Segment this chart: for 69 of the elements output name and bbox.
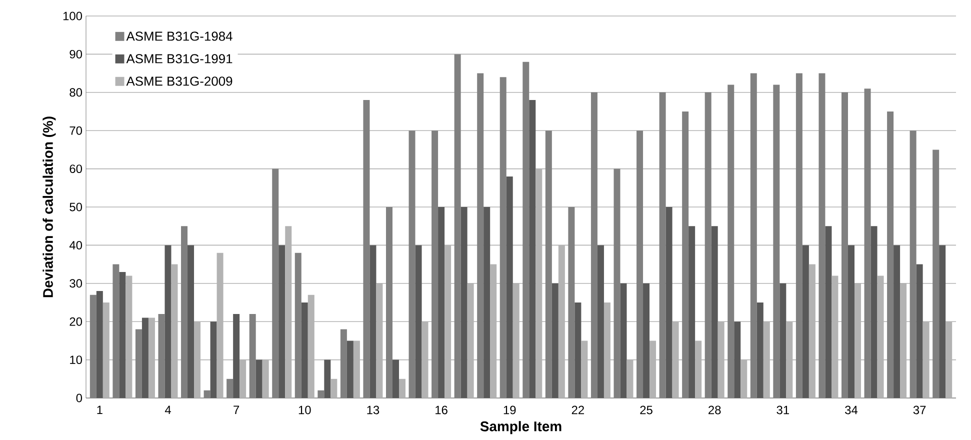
x-tick-label: 37 [913,406,926,414]
bar [864,88,871,398]
bar [454,54,461,398]
bar [568,206,575,398]
bar [408,130,416,398]
bar [932,150,940,398]
bar [910,130,916,398]
bar [318,390,324,398]
bar [704,92,712,398]
x-tick-label: 22 [572,406,584,414]
bar [887,111,894,398]
bar [500,77,506,398]
bar [294,252,302,398]
bar [728,84,734,398]
y-tick-label: 0 [76,394,82,402]
bar [818,73,826,398]
bar [249,314,256,398]
bar [614,168,620,398]
x-tick-label: 4 [164,406,171,414]
y-tick-label: 60 [70,164,82,174]
bar [204,390,210,398]
y-tick-label: 50 [70,202,82,212]
bar [477,73,484,398]
bar [330,378,338,398]
x-tick-label: 31 [776,406,789,414]
y-tick-label: 70 [70,126,82,135]
x-tick-label: 28 [708,406,721,414]
bar [522,62,530,398]
bar [682,111,689,398]
legend-label: ASME B31G-2009 [126,76,232,86]
x-axis-title: Sample Item [480,421,562,434]
x-tick-label: 25 [640,406,652,414]
y-tick-label: 10 [70,356,82,364]
x-tick-label: 13 [367,406,380,414]
bar [272,168,279,398]
bar [181,226,188,398]
bar [750,73,757,398]
bar [340,329,347,398]
legend-label: ASME B31G-1991 [126,54,232,64]
y-tick-label: 100 [63,12,82,20]
bar [363,100,370,398]
y-tick-label: 30 [70,279,82,288]
bar [796,73,802,398]
bar [135,329,142,398]
x-tick-label: 34 [845,406,858,414]
bar [841,92,848,398]
bar [158,314,165,398]
bar [112,264,120,398]
bar [659,92,666,398]
x-tick-label: 16 [436,406,448,414]
bar [398,378,406,398]
bar [636,130,644,398]
y-tick-label: 80 [70,88,82,97]
bar [590,92,598,398]
legend-label: ASME B31G-1984 [126,32,232,41]
bar [90,294,96,398]
bar [432,130,438,398]
y-tick-label: 20 [70,317,82,326]
y-tick-label: 90 [70,50,82,58]
x-tick-label: 7 [234,406,240,414]
x-tick-label: 19 [504,406,516,414]
bar [545,130,552,398]
bar [226,378,234,398]
x-tick-label: 1 [97,406,102,414]
bar [773,84,780,398]
bar [386,206,392,398]
y-tick-label: 40 [69,240,82,250]
y-axis-title: Deviation of calculation (%) [42,116,56,298]
x-tick-label: 10 [298,406,311,414]
